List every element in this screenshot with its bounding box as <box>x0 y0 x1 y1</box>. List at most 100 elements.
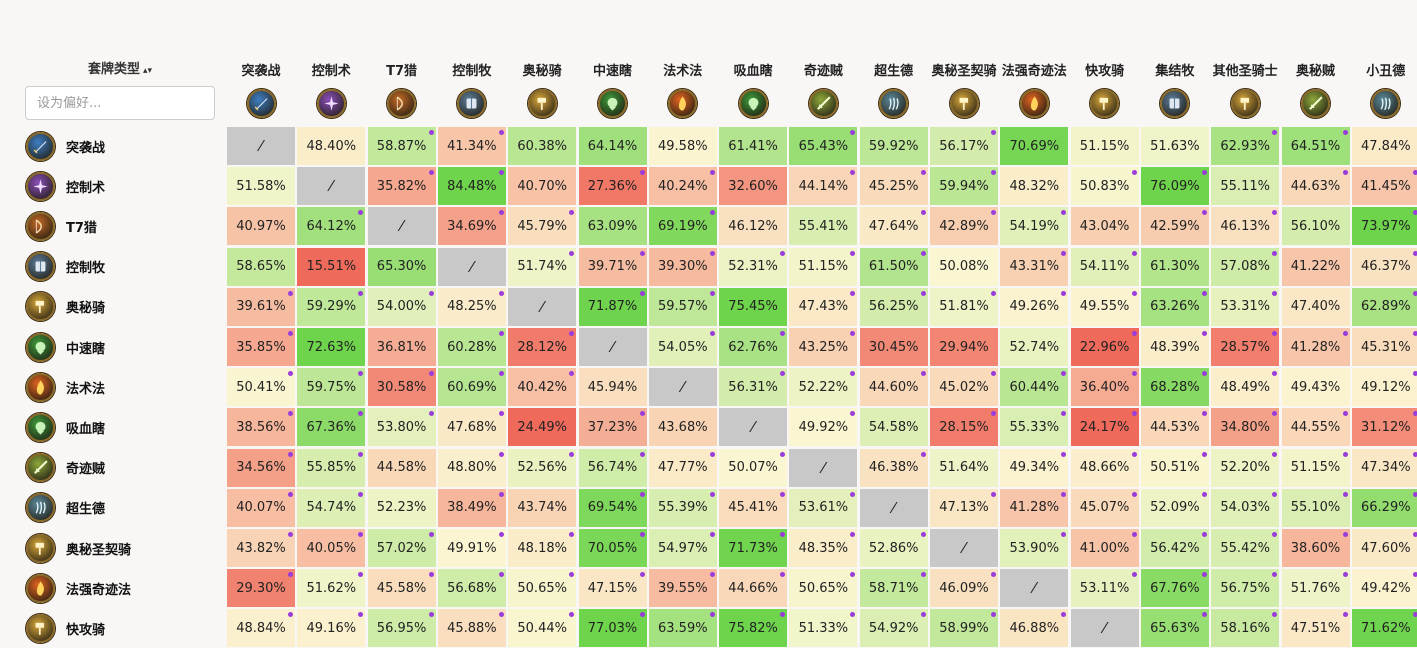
column-header-control-warlock[interactable]: 控制术 <box>296 63 366 118</box>
winrate-cell[interactable]: 59.29% <box>297 287 366 326</box>
winrate-cell[interactable]: 65.63% <box>1140 609 1209 648</box>
winrate-cell[interactable]: 51.15% <box>1281 448 1350 487</box>
winrate-cell[interactable]: 58.87% <box>367 127 436 165</box>
winrate-cell[interactable]: 45.31% <box>1351 328 1417 366</box>
column-header-libram-paladin[interactable]: 奥秘圣契骑 <box>929 63 999 118</box>
column-header-spellpower-mage[interactable]: 法强奇迹法 <box>999 63 1069 118</box>
winrate-cell[interactable]: 50.08% <box>930 247 998 286</box>
winrate-cell[interactable]: 59.75% <box>297 368 366 407</box>
winrate-cell[interactable]: 48.25% <box>437 287 506 326</box>
winrate-cell[interactable]: 70.05% <box>578 529 647 567</box>
winrate-cell[interactable]: 42.59% <box>1140 207 1209 246</box>
winrate-cell[interactable]: 63.09% <box>578 207 647 246</box>
winrate-cell[interactable]: 55.10% <box>1281 488 1350 527</box>
winrate-cell[interactable]: 43.68% <box>648 408 717 447</box>
winrate-cell[interactable]: 60.38% <box>508 127 577 165</box>
winrate-cell[interactable]: 54.05% <box>648 328 717 366</box>
winrate-cell[interactable]: 56.74% <box>578 448 647 487</box>
mirror-match-cell[interactable]: ⁄ <box>789 448 858 487</box>
winrate-cell[interactable]: 56.42% <box>1140 529 1209 567</box>
winrate-cell[interactable]: 56.31% <box>719 368 788 407</box>
winrate-cell[interactable]: 75.45% <box>719 287 788 326</box>
winrate-cell[interactable]: 55.41% <box>789 207 858 246</box>
winrate-cell[interactable]: 53.90% <box>1000 529 1069 567</box>
winrate-cell[interactable]: 49.55% <box>1070 287 1139 326</box>
column-header-spell-mage[interactable]: 法术法 <box>648 63 718 118</box>
winrate-cell[interactable]: 44.66% <box>719 569 788 608</box>
winrate-cell[interactable]: 40.97% <box>227 207 295 246</box>
winrate-cell[interactable]: 51.76% <box>1281 569 1350 608</box>
winrate-cell[interactable]: 64.12% <box>297 207 366 246</box>
winrate-cell[interactable]: 55.85% <box>297 448 366 487</box>
winrate-cell[interactable]: 47.60% <box>1351 529 1417 567</box>
winrate-cell[interactable]: 53.61% <box>789 488 858 527</box>
sort-arrows-icon[interactable]: ▴▾ <box>142 66 153 76</box>
winrate-cell[interactable]: 45.25% <box>859 167 928 206</box>
winrate-cell[interactable]: 63.59% <box>648 609 717 648</box>
winrate-cell[interactable]: 56.75% <box>1211 569 1280 608</box>
row-deck-control-warlock[interactable]: 控制术 <box>26 170 105 202</box>
winrate-cell[interactable]: 62.89% <box>1351 287 1417 326</box>
winrate-cell[interactable]: 44.58% <box>367 448 436 487</box>
winrate-cell[interactable]: 51.74% <box>508 247 577 286</box>
winrate-cell[interactable]: 59.94% <box>930 167 998 206</box>
row-deck-control-priest[interactable]: 控制牧 <box>26 251 105 283</box>
winrate-cell[interactable]: 61.50% <box>859 247 928 286</box>
winrate-cell[interactable]: 48.49% <box>1211 368 1280 407</box>
winrate-cell[interactable]: 60.44% <box>1000 368 1069 407</box>
winrate-cell[interactable]: 55.39% <box>648 488 717 527</box>
winrate-cell[interactable]: 55.33% <box>1000 408 1069 447</box>
winrate-cell[interactable]: 24.49% <box>508 408 577 447</box>
winrate-cell[interactable]: 54.03% <box>1211 488 1280 527</box>
column-header-secret-rogue[interactable]: 奥秘贼 <box>1281 63 1351 118</box>
winrate-cell[interactable]: 51.62% <box>297 569 366 608</box>
winrate-cell[interactable]: 44.60% <box>859 368 928 407</box>
mirror-match-cell[interactable]: ⁄ <box>1070 609 1139 648</box>
winrate-cell[interactable]: 64.14% <box>578 127 647 165</box>
winrate-cell[interactable]: 51.33% <box>789 609 858 648</box>
column-header-jester-druid[interactable]: 小丑德 <box>1351 63 1417 118</box>
winrate-cell[interactable]: 28.57% <box>1211 328 1280 366</box>
column-header-rush-warrior[interactable]: 突袭战 <box>226 63 296 118</box>
winrate-cell[interactable]: 35.85% <box>227 328 295 366</box>
winrate-cell[interactable]: 39.55% <box>648 569 717 608</box>
winrate-cell[interactable]: 51.15% <box>1070 127 1139 165</box>
winrate-cell[interactable]: 55.42% <box>1211 529 1280 567</box>
winrate-cell[interactable]: 28.15% <box>930 408 998 447</box>
winrate-cell[interactable]: 41.28% <box>1281 328 1350 366</box>
winrate-cell[interactable]: 45.94% <box>578 368 647 407</box>
winrate-cell[interactable]: 67.36% <box>297 408 366 447</box>
winrate-cell[interactable]: 44.53% <box>1140 408 1209 447</box>
winrate-cell[interactable]: 53.31% <box>1211 287 1280 326</box>
winrate-cell[interactable]: 49.42% <box>1351 569 1417 608</box>
winrate-cell[interactable]: 40.07% <box>227 488 295 527</box>
winrate-cell[interactable]: 43.82% <box>227 529 295 567</box>
winrate-cell[interactable]: 38.60% <box>1281 529 1350 567</box>
winrate-cell[interactable]: 49.58% <box>648 127 717 165</box>
winrate-cell[interactable]: 54.19% <box>1000 207 1069 246</box>
winrate-cell[interactable]: 52.56% <box>508 448 577 487</box>
column-header-midrange-dh[interactable]: 中速瞎 <box>578 63 648 118</box>
winrate-cell[interactable]: 46.12% <box>719 207 788 246</box>
mirror-match-cell[interactable]: ⁄ <box>648 368 717 407</box>
winrate-cell[interactable]: 67.76% <box>1140 569 1209 608</box>
winrate-cell[interactable]: 34.80% <box>1211 408 1280 447</box>
preference-search-input[interactable] <box>25 86 215 120</box>
winrate-cell[interactable]: 52.23% <box>367 488 436 527</box>
mirror-match-cell[interactable]: ⁄ <box>367 207 436 246</box>
winrate-cell[interactable]: 22.96% <box>1070 328 1139 366</box>
winrate-cell[interactable]: 52.86% <box>859 529 928 567</box>
winrate-cell[interactable]: 56.68% <box>437 569 506 608</box>
winrate-cell[interactable]: 47.77% <box>648 448 717 487</box>
winrate-cell[interactable]: 57.02% <box>367 529 436 567</box>
winrate-cell[interactable]: 31.12% <box>1351 408 1417 447</box>
winrate-cell[interactable]: 51.64% <box>930 448 998 487</box>
winrate-cell[interactable]: 48.39% <box>1140 328 1209 366</box>
mirror-match-cell[interactable]: ⁄ <box>930 529 998 567</box>
winrate-cell[interactable]: 38.49% <box>437 488 506 527</box>
winrate-cell[interactable]: 41.34% <box>437 127 506 165</box>
winrate-cell[interactable]: 36.81% <box>367 328 436 366</box>
winrate-cell[interactable]: 60.69% <box>437 368 506 407</box>
winrate-cell[interactable]: 46.09% <box>930 569 998 608</box>
winrate-cell[interactable]: 41.00% <box>1070 529 1139 567</box>
